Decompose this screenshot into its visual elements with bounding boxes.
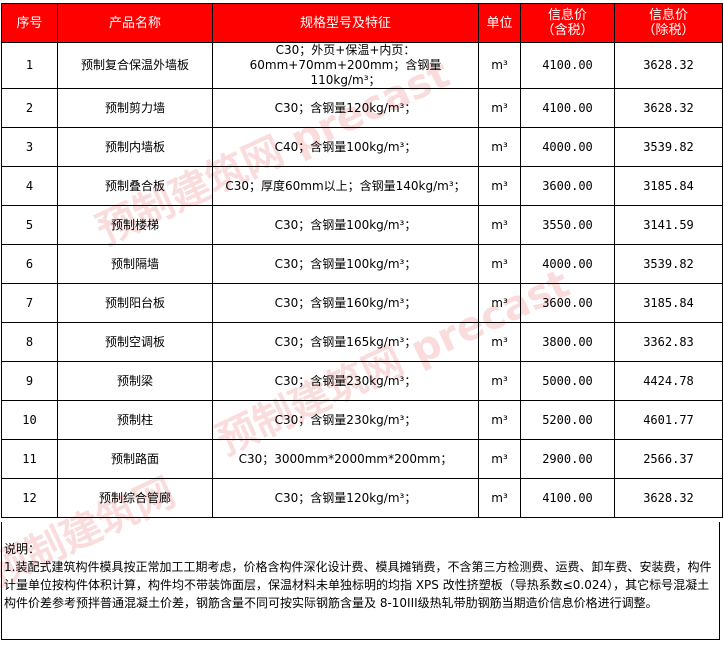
cell-col-price-tax: 3600.00 [520, 166, 615, 206]
cell-col-price-notax: 3362.83 [614, 322, 723, 362]
cell-col-price-tax: 4100.00 [520, 42, 615, 89]
cell-col-index: 8 [1, 322, 58, 362]
table-row: 7 预制阳台板 C30；含钢量160kg/m³； m³ 3600.00 3185.84 [1, 283, 723, 323]
cell-col-index: 5 [1, 205, 58, 245]
cell-col-unit: m³ [478, 166, 521, 206]
cell-col-name: 预制内墙板 [57, 127, 213, 167]
cell-col-price-tax: 4000.00 [520, 244, 615, 284]
header-col-index: 序号 [1, 3, 58, 43]
cell-col-spec: C30；含钢量120kg/m³； [212, 478, 479, 518]
cell-col-name: 预制剪力墙 [57, 88, 213, 128]
cell-col-unit: m³ [478, 361, 521, 401]
notes-title: 说明： [4, 542, 41, 556]
table-row: 9 预制梁 C30；含钢量230kg/m³； m³ 5000.00 4424.78 [1, 361, 723, 401]
cell-col-price-notax: 3185.84 [614, 283, 723, 323]
cell-col-spec: C30；含钢量160kg/m³； [212, 283, 479, 323]
cell-col-price-notax: 4424.78 [614, 361, 723, 401]
cell-col-unit: m³ [478, 42, 521, 89]
cell-col-name: 预制综合管廊 [57, 478, 213, 518]
header-row: 序号 产品名称 规格型号及特征 单位 信息价 （含税） 信息价 （除税） [1, 3, 723, 43]
cell-col-spec: C30；含钢量230kg/m³； [212, 361, 479, 401]
cell-col-spec: C30；含钢量230kg/m³； [212, 400, 479, 440]
cell-col-price-tax: 5200.00 [520, 400, 615, 440]
cell-col-index: 11 [1, 439, 58, 479]
cell-col-unit: m³ [478, 283, 521, 323]
cell-col-price-notax: 3628.32 [614, 42, 723, 89]
cell-col-index: 1 [1, 42, 58, 89]
cell-col-spec: C30；含钢量120kg/m³； [212, 88, 479, 128]
cell-col-price-tax: 4100.00 [520, 88, 615, 128]
cell-col-name: 预制叠合板 [57, 166, 213, 206]
cell-col-price-tax: 3550.00 [520, 205, 615, 245]
header-col-price-notax: 信息价 （除税） [614, 3, 723, 43]
cell-col-name: 预制柱 [57, 400, 213, 440]
cell-col-index: 4 [1, 166, 58, 206]
cell-col-price-tax: 3600.00 [520, 283, 615, 323]
table-row: 4 预制叠合板 C30；厚度60mm以上；含钢量140kg/m³； m³ 3600.00… [1, 166, 723, 206]
cell-col-price-tax: 4100.00 [520, 478, 615, 518]
cell-col-price-tax: 2900.00 [520, 439, 615, 479]
table-row: 10 预制柱 C30；含钢量230kg/m³； m³ 5200.00 4601.77 [1, 400, 723, 440]
table-row: 2 预制剪力墙 C30；含钢量120kg/m³； m³ 4100.00 3628.32 [1, 88, 723, 128]
cell-col-name: 预制楼梯 [57, 205, 213, 245]
cell-col-price-tax: 3800.00 [520, 322, 615, 362]
cell-col-name: 预制复合保温外墙板 [57, 42, 213, 89]
cell-col-price-notax: 2566.37 [614, 439, 723, 479]
cell-col-index: 10 [1, 400, 58, 440]
price-table: 序号 产品名称 规格型号及特征 单位 信息价 （含税） 信息价 （除税） 1 预制复合保温外… [1, 3, 723, 518]
cell-col-unit: m³ [478, 322, 521, 362]
cell-col-price-notax: 3539.82 [614, 127, 723, 167]
cell-col-spec: C30；含钢量100kg/m³； [212, 244, 479, 284]
cell-col-price-notax: 3539.82 [614, 244, 723, 284]
header-col-spec: 规格型号及特征 [212, 3, 479, 43]
cell-col-spec: C30；含钢量165kg/m³； [212, 322, 479, 362]
cell-col-name: 预制空调板 [57, 322, 213, 362]
cell-col-spec: C30；含钢量100kg/m³； [212, 205, 479, 245]
cell-col-price-notax: 3141.59 [614, 205, 723, 245]
header-col-name: 产品名称 [57, 3, 213, 43]
cell-col-spec: C30；3000mm*2000mm*200mm； [212, 439, 479, 479]
header-col-unit: 单位 [478, 3, 521, 43]
cell-col-name: 预制隔墙 [57, 244, 213, 284]
table-row: 5 预制楼梯 C30；含钢量100kg/m³； m³ 3550.00 3141.59 [1, 205, 723, 245]
cell-col-unit: m³ [478, 439, 521, 479]
cell-col-index: 9 [1, 361, 58, 401]
cell-col-price-notax: 3628.32 [614, 88, 723, 128]
cell-col-unit: m³ [478, 400, 521, 440]
header-col-price-tax: 信息价 （含税） [520, 3, 615, 43]
cell-col-spec: C30；厚度60mm以上；含钢量140kg/m³； [212, 166, 479, 206]
cell-col-unit: m³ [478, 478, 521, 518]
cell-col-price-notax: 3185.84 [614, 166, 723, 206]
notes-box: 说明： 1.装配式建筑构件模具按正常加工工期考虑，价格含构件深化设计费、模具摊销… [1, 522, 720, 640]
table-row: 12 预制综合管廊 C30；含钢量120kg/m³； m³ 4100.00 3628.32 [1, 478, 723, 518]
cell-col-index: 2 [1, 88, 58, 128]
cell-col-name: 预制阳台板 [57, 283, 213, 323]
cell-col-name: 预制路面 [57, 439, 213, 479]
cell-col-price-notax: 4601.77 [614, 400, 723, 440]
table-row: 1 预制复合保温外墙板 C30；外页+保温+内页：60mm+70mm+200mm；含… [1, 42, 723, 89]
cell-col-unit: m³ [478, 205, 521, 245]
cell-col-price-notax: 3628.32 [614, 478, 723, 518]
notes-text: 1.装配式建筑构件模具按正常加工工期考虑，价格含构件深化设计费、模具摊销费，不含… [4, 560, 712, 610]
cell-col-unit: m³ [478, 88, 521, 128]
cell-col-index: 3 [1, 127, 58, 167]
cell-col-unit: m³ [478, 127, 521, 167]
cell-col-index: 6 [1, 244, 58, 284]
cell-col-spec: C40；含钢量100kg/m³； [212, 127, 479, 167]
table-row: 3 预制内墙板 C40；含钢量100kg/m³； m³ 4000.00 3539.82 [1, 127, 723, 167]
table-row: 8 预制空调板 C30；含钢量165kg/m³； m³ 3800.00 3362.83 [1, 322, 723, 362]
cell-col-unit: m³ [478, 244, 521, 284]
cell-col-index: 12 [1, 478, 58, 518]
cell-col-name: 预制梁 [57, 361, 213, 401]
cell-col-spec: C30；外页+保温+内页：60mm+70mm+200mm；含钢量110kg/m³… [212, 42, 479, 89]
cell-col-price-tax: 4000.00 [520, 127, 615, 167]
table-row: 11 预制路面 C30；3000mm*2000mm*200mm； m³ 2900.00 2… [1, 439, 723, 479]
cell-col-index: 7 [1, 283, 58, 323]
table-row: 6 预制隔墙 C30；含钢量100kg/m³； m³ 4000.00 3539.82 [1, 244, 723, 284]
cell-col-price-tax: 5000.00 [520, 361, 615, 401]
